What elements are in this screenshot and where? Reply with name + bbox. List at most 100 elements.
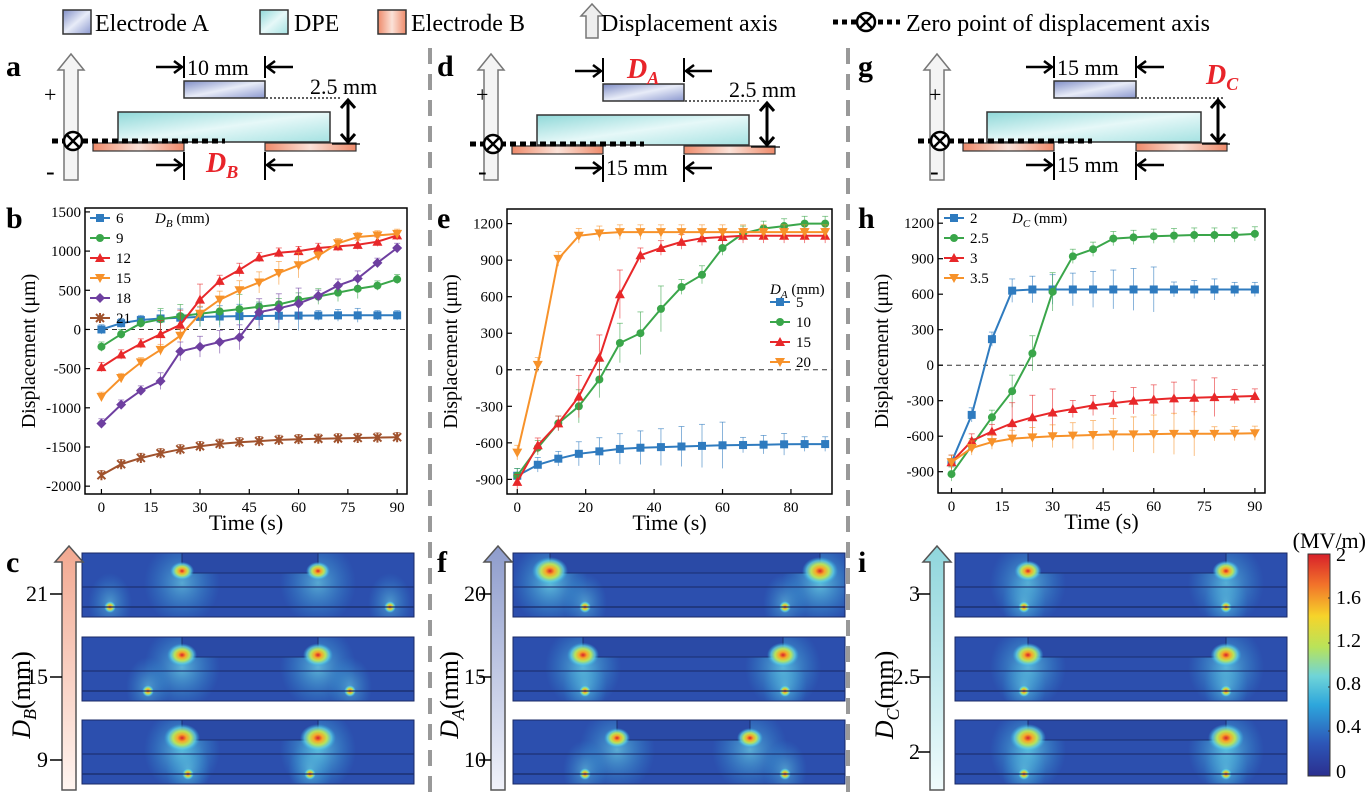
field-axis-label-dc: DC(mm) [870,651,903,741]
data-point [254,436,264,447]
legend-entry: 2.5 [970,231,989,247]
panel-letter-f: f [437,546,448,579]
data-point [273,247,284,257]
data-point [313,251,324,261]
data-point [676,228,687,238]
x-tick-label: 90 [390,500,405,516]
data-point [117,319,126,328]
x-axis-label: Time (s) [632,510,706,535]
data-point [293,434,304,445]
legend-marker [96,234,104,242]
y-axis-label: Displacement (μm) [440,274,462,429]
data-point [96,392,107,402]
data-point [1250,229,1259,238]
y-tick-label: 900 [912,252,935,268]
y-tick-label: 300 [912,323,935,339]
colorbar-tick-0-8: 0.8 [1336,673,1361,695]
y-tick-label: 0 [927,358,935,374]
schematic-d: + - DA 2.5 mm 15 mm [470,52,796,186]
data-point [214,336,225,347]
data-point [655,228,666,238]
data-point [215,307,224,316]
data-point [614,289,625,299]
data-point [1109,285,1118,294]
data-point [799,228,810,238]
field-map-4 [512,636,846,702]
field-axis-i: DC(mm) 3 2.5 2 [870,544,953,791]
field-axis-label-db: DB(mm) [7,651,40,740]
series-15 [96,228,403,402]
data-point [1027,412,1038,422]
legend-swatch-electrode-b [377,9,407,35]
data-point [234,332,245,343]
legend-marker [950,234,958,242]
data-point [195,309,205,319]
x-tick-label: 20 [578,500,593,516]
series-line [516,222,826,477]
data-point [533,460,542,469]
legend-label-electrode-b: Electrode B [411,11,525,37]
x-tick-label: 90 [1247,499,1262,515]
svg-text:15 mm: 15 mm [1057,55,1119,80]
y-tick-label: 1000 [51,244,81,260]
data-point [800,440,809,449]
data-point [554,454,563,463]
legend-marker [949,253,959,262]
data-point [1128,430,1139,440]
y-tick-label: -900 [907,465,935,481]
data-point [1088,400,1099,410]
field-axis-c: DB(mm) 21 15 9 [7,544,85,791]
y-tick-label: -500 [54,362,82,378]
data-point [1229,391,1240,401]
x-tick-label: 60 [715,500,730,516]
y-tick-label: 300 [481,326,504,342]
data-point [677,282,686,291]
legend-marker [776,298,784,306]
electrode-b-left [92,142,185,152]
data-point [718,243,727,252]
variable-label-db: DB [205,148,238,182]
data-point [97,342,106,351]
data-point [615,444,624,453]
y-axis-label: Displacement (μm) [871,274,893,429]
chart-displacement-da: 0 20 40 60 80 -900 -600 -300 0 300 600 900 1200 Time … [440,208,833,535]
data-point [293,298,304,309]
x-tick-label: 0 [514,500,522,516]
data-point [1210,285,1219,294]
y-axis-label: Displacement (μm) [18,274,40,429]
y-tick-label: 0 [74,322,82,338]
y-tick-label: 900 [481,253,504,269]
data-point [573,391,584,401]
data-point [1148,430,1159,440]
field-axis-label-da: DA(mm) [435,651,468,740]
data-point [1067,403,1078,413]
data-point [966,435,977,445]
svg-text:2.5 mm: 2.5 mm [729,77,796,102]
data-point [800,219,809,228]
height-dimension: 2.5 mm [310,74,377,99]
data-point [195,294,205,304]
data-point [779,228,790,238]
legend-marker [95,274,105,283]
legend-label-zero-point: Zero point of displacement axis [906,11,1210,37]
panel-letter-i: i [858,546,866,579]
data-point [595,447,604,456]
data-point [1168,393,1179,403]
svg-text:2: 2 [909,739,920,764]
data-point [156,315,165,324]
y-tick-label: -900 [476,472,504,488]
data-point [313,290,324,301]
plot-frame [84,207,408,495]
series-line [516,443,826,477]
data-point [780,440,789,449]
data-point [738,228,749,238]
data-point [986,426,997,436]
data-point [372,236,383,246]
data-point [739,441,748,450]
x-axis-label: Time (s) [209,510,283,535]
legend-entry: 15 [796,335,811,351]
legend-entry: 12 [116,251,131,267]
field-map-1 [81,636,415,702]
data-point [313,242,324,252]
